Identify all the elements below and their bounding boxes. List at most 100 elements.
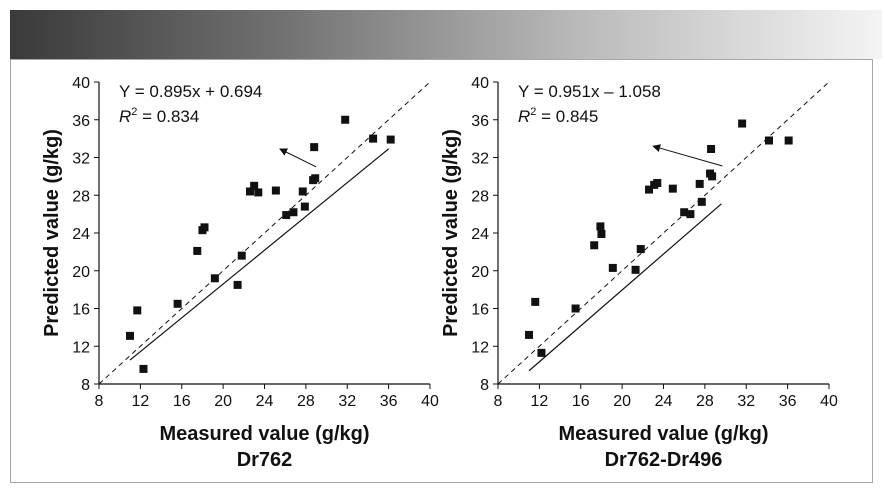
data-point [697,197,706,206]
data-point [645,185,654,194]
data-point [289,208,298,217]
y-tick-label: 32 [471,151,489,168]
annotation-arrow [652,144,723,167]
regression-line [528,203,722,372]
data-point [525,330,534,339]
x-tick-label: 8 [494,393,503,410]
header-banner [10,10,882,59]
data-point [233,280,242,289]
y-tick-label: 20 [72,264,90,281]
y-tick-label: 24 [471,226,489,243]
x-tick-label: 36 [380,393,398,410]
data-point [310,143,319,152]
data-point [695,179,704,188]
regression-equation: Y = 0.895x + 0.694 [119,82,262,101]
r-squared-value: = 0.834 [137,107,199,126]
data-point [246,187,255,196]
data-point [571,304,580,313]
y-tick-label: 36 [72,113,90,130]
superscript-two: 2 [530,106,536,118]
data-point [210,274,219,283]
chart-1: 8 12 16 20 24 28 32 36 40 8 12 16 20 24 28 32 36 40 Measur… [41,75,439,471]
y-tick-label: 16 [471,302,489,319]
data-point [173,299,182,308]
x-tick-label: 20 [214,393,232,410]
y-tick-label: 12 [471,339,489,356]
x-tick-label: 16 [173,393,191,410]
x-axis-label: Measured value (g/kg) [159,423,369,445]
r-squared-symbol: R [119,107,131,126]
one-to-one-line [497,81,830,385]
data-point [631,265,640,274]
x-tick-label: 40 [421,393,439,410]
data-point [250,181,259,190]
figure-frame: 8 12 16 20 24 28 32 36 40 8 12 16 20 24 28 32 36 40 Measur… [10,59,873,483]
y-tick-label: 36 [471,113,489,130]
y-tick-label: 16 [72,302,90,319]
data-point [237,251,246,260]
y-axis-label: Predicted value (g/kg) [41,129,63,337]
data-point [597,229,606,238]
data-point [738,119,747,128]
x-axis-label: Measured value (g/kg) [558,423,768,445]
data-point [341,115,350,124]
data-point [537,348,546,357]
data-point [636,245,645,254]
x-tick-label: 24 [256,393,274,410]
y-axis-label: Predicted value (g/kg) [440,129,462,337]
annotation-arrow [279,148,317,168]
data-point [254,188,263,197]
data-point [680,208,689,217]
y-tick-label: 28 [72,188,90,205]
y-tick-label: 20 [471,264,489,281]
data-point [653,178,662,187]
data-point [708,172,717,181]
regression-equation: Y = 0.951x – 1.058 [518,82,661,101]
x-tick-label: 28 [297,393,315,410]
one-to-one-line [98,81,431,385]
r-squared-symbol: R [518,107,530,126]
x-tick-label: 24 [655,393,673,410]
regression-line [129,148,390,361]
superscript-two: 2 [131,106,137,118]
data-point [298,187,307,196]
y-tick-label: 40 [471,75,489,92]
y-tick-label: 12 [72,339,90,356]
data-point [133,306,142,315]
data-point [596,222,605,231]
x-tick-label: 12 [530,393,548,410]
data-point [300,202,309,211]
data-point [531,297,540,306]
r-squared-value: = 0.845 [536,107,598,126]
data-point [126,331,135,340]
y-tick-label: 24 [72,226,90,243]
chart-title: Dr762-Dr496 [605,449,723,471]
y-tick-label: 8 [81,377,90,394]
x-tick-label: 20 [613,393,631,410]
x-tick-label: 16 [572,393,590,410]
data-point [765,136,774,145]
data-point [386,135,395,144]
data-point [707,145,716,154]
y-tick-label: 8 [480,377,489,394]
data-point [590,241,599,250]
y-tick-label: 32 [72,151,90,168]
data-point [668,184,677,193]
r-squared: R2 = 0.834 [119,106,199,126]
data-point [271,186,280,195]
data-point [784,136,793,145]
data-point [282,211,291,220]
x-tick-label: 12 [131,393,149,410]
data-point [369,134,378,143]
y-tick-label: 28 [471,188,489,205]
x-tick-label: 32 [338,393,356,410]
y-tick-label: 40 [72,75,90,92]
chart-2: 8 12 16 20 24 28 32 36 40 8 12 16 20 24 28 32 36 40 Measur… [440,75,838,471]
x-tick-label: 8 [95,393,104,410]
data-point [686,210,695,219]
x-tick-label: 32 [737,393,755,410]
data-point [311,174,320,183]
data-point [608,263,617,272]
r-squared: R2 = 0.845 [518,106,598,126]
